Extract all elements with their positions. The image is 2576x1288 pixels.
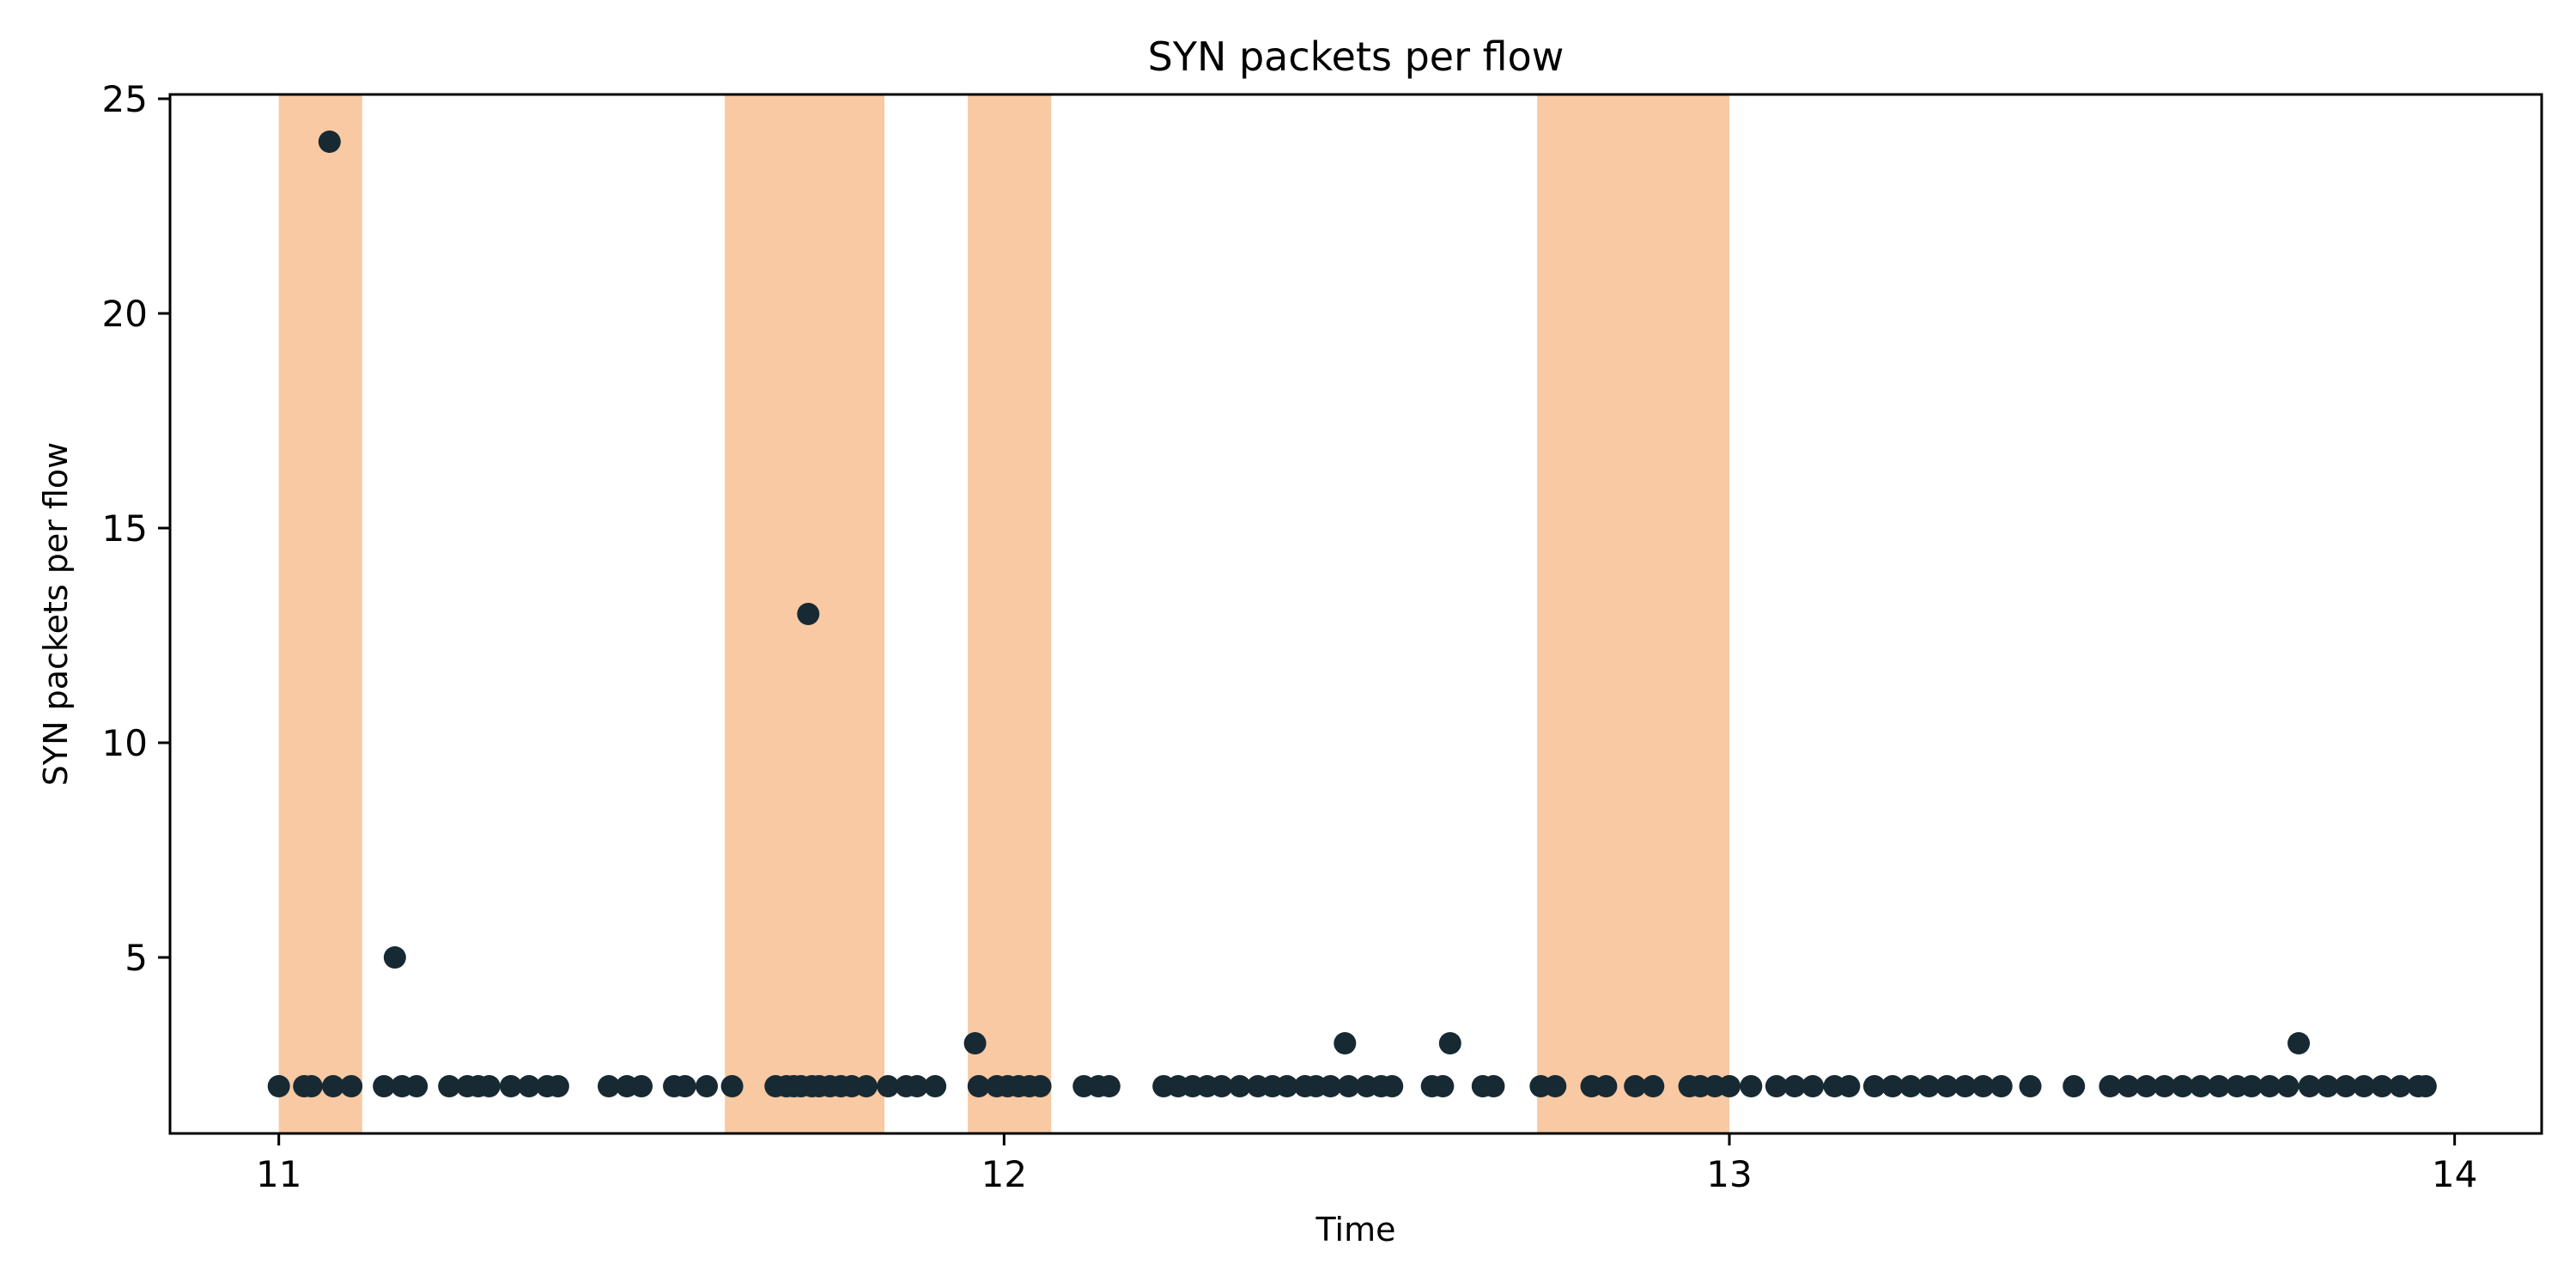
data-point-41 bbox=[963, 1032, 987, 1054]
data-point-82 bbox=[1717, 1075, 1741, 1097]
chart-title: SYN packets per flow bbox=[1148, 33, 1564, 80]
data-point-102 bbox=[2153, 1075, 2176, 1097]
data-point-25 bbox=[720, 1075, 744, 1097]
highlight-band-1 bbox=[278, 94, 362, 1133]
data-point-115 bbox=[2371, 1075, 2394, 1097]
data-point-30 bbox=[797, 603, 820, 625]
data-point-116 bbox=[2389, 1075, 2412, 1097]
data-point-70 bbox=[1438, 1032, 1461, 1054]
data-point-85 bbox=[1783, 1075, 1807, 1097]
data-point-109 bbox=[2276, 1075, 2300, 1097]
plot-frame bbox=[168, 93, 2543, 1135]
data-point-23 bbox=[673, 1075, 696, 1097]
y-tick-label: 20 bbox=[102, 293, 148, 335]
data-point-47 bbox=[1029, 1075, 1052, 1097]
data-point-103 bbox=[2171, 1075, 2194, 1097]
data-point-95 bbox=[1971, 1075, 1995, 1097]
data-point-113 bbox=[2334, 1075, 2357, 1097]
data-point-40 bbox=[924, 1075, 947, 1097]
data-point-37 bbox=[877, 1075, 900, 1097]
x-axis-ticks: 11 12 13 14 bbox=[256, 1133, 2477, 1195]
data-point-91 bbox=[1899, 1075, 1923, 1097]
y-axis-ticks: 5 10 15 20 25 bbox=[102, 78, 170, 979]
data-point-112 bbox=[2316, 1075, 2339, 1097]
data-point-6 bbox=[340, 1075, 363, 1097]
y-tick-label: 10 bbox=[102, 722, 148, 764]
data-point-59 bbox=[1275, 1075, 1298, 1097]
data-point-3 bbox=[300, 1075, 323, 1097]
data-point-56 bbox=[1228, 1075, 1251, 1097]
data-points bbox=[267, 131, 2437, 1097]
data-point-39 bbox=[905, 1075, 928, 1097]
data-point-42 bbox=[967, 1075, 990, 1097]
data-point-76 bbox=[1595, 1075, 1618, 1097]
data-point-83 bbox=[1740, 1075, 1763, 1097]
highlight-band-4 bbox=[1537, 94, 1729, 1133]
data-point-19 bbox=[598, 1075, 621, 1097]
data-point-78 bbox=[1642, 1075, 1665, 1097]
data-point-64 bbox=[1337, 1075, 1360, 1097]
data-point-88 bbox=[1838, 1075, 1861, 1097]
data-point-84 bbox=[1765, 1075, 1788, 1097]
highlight-bands bbox=[278, 94, 1729, 1133]
data-point-1 bbox=[267, 1075, 290, 1097]
data-point-11 bbox=[438, 1075, 461, 1097]
x-tick-label: 11 bbox=[256, 1153, 301, 1195]
data-point-14 bbox=[477, 1075, 501, 1097]
x-axis-label: Time bbox=[1315, 1211, 1396, 1249]
y-tick-label: 25 bbox=[102, 78, 148, 120]
data-point-50 bbox=[1097, 1075, 1121, 1097]
x-tick-label: 12 bbox=[981, 1153, 1027, 1195]
data-point-21 bbox=[630, 1075, 653, 1097]
data-point-98 bbox=[2063, 1075, 2086, 1097]
data-point-8 bbox=[383, 946, 406, 969]
data-point-104 bbox=[2190, 1075, 2213, 1097]
data-point-77 bbox=[1624, 1075, 1647, 1097]
highlight-band-3 bbox=[968, 94, 1052, 1133]
data-point-99 bbox=[2099, 1075, 2122, 1097]
x-tick-label: 13 bbox=[1706, 1153, 1752, 1195]
data-point-100 bbox=[2117, 1075, 2140, 1097]
data-point-4 bbox=[318, 131, 341, 153]
data-point-97 bbox=[2019, 1075, 2042, 1097]
data-point-10 bbox=[405, 1075, 428, 1097]
data-point-111 bbox=[2298, 1075, 2321, 1097]
y-tick-label: 5 bbox=[125, 937, 148, 979]
data-point-62 bbox=[1319, 1075, 1342, 1097]
data-point-105 bbox=[2208, 1075, 2231, 1097]
data-point-16 bbox=[518, 1075, 541, 1097]
data-point-107 bbox=[2240, 1075, 2263, 1097]
x-tick-label: 14 bbox=[2432, 1153, 2477, 1195]
data-point-108 bbox=[2258, 1075, 2281, 1097]
data-point-36 bbox=[854, 1075, 878, 1097]
data-point-67 bbox=[1381, 1075, 1404, 1097]
data-point-15 bbox=[499, 1075, 522, 1097]
data-point-7 bbox=[373, 1075, 396, 1097]
data-point-74 bbox=[1544, 1075, 1567, 1097]
data-point-94 bbox=[1953, 1075, 1977, 1097]
data-point-69 bbox=[1431, 1075, 1455, 1097]
data-point-118 bbox=[2414, 1075, 2437, 1097]
data-point-101 bbox=[2135, 1075, 2158, 1097]
data-point-96 bbox=[1990, 1075, 2013, 1097]
data-point-72 bbox=[1482, 1075, 1505, 1097]
data-point-90 bbox=[1881, 1075, 1905, 1097]
data-point-5 bbox=[322, 1075, 345, 1097]
data-point-110 bbox=[2287, 1032, 2311, 1054]
data-point-114 bbox=[2353, 1075, 2376, 1097]
data-point-93 bbox=[1935, 1075, 1959, 1097]
data-point-63 bbox=[1334, 1032, 1357, 1054]
y-tick-label: 15 bbox=[102, 507, 148, 550]
data-point-55 bbox=[1210, 1075, 1233, 1097]
data-point-92 bbox=[1917, 1075, 1941, 1097]
data-point-86 bbox=[1801, 1075, 1825, 1097]
data-point-18 bbox=[546, 1075, 569, 1097]
y-axis-label: SYN packets per flow bbox=[37, 442, 75, 786]
data-point-24 bbox=[696, 1075, 719, 1097]
data-point-89 bbox=[1862, 1075, 1886, 1097]
